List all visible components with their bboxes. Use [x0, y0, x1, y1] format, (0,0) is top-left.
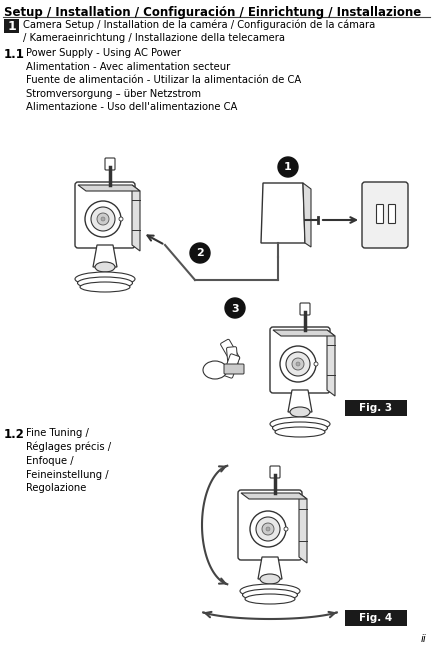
Polygon shape — [273, 330, 335, 336]
Circle shape — [262, 523, 274, 535]
FancyBboxPatch shape — [388, 205, 395, 224]
Ellipse shape — [275, 427, 325, 437]
Text: 1: 1 — [7, 20, 16, 32]
FancyBboxPatch shape — [105, 158, 115, 170]
Text: 1.2: 1.2 — [4, 428, 25, 441]
Ellipse shape — [272, 422, 327, 434]
FancyBboxPatch shape — [224, 364, 244, 374]
Circle shape — [280, 346, 316, 382]
Polygon shape — [303, 183, 311, 247]
FancyBboxPatch shape — [270, 466, 280, 478]
FancyBboxPatch shape — [226, 346, 238, 370]
Circle shape — [296, 362, 300, 366]
FancyBboxPatch shape — [362, 182, 408, 248]
Text: Camera Setup / Installation de la caméra / Configuración de la cámara
/ Kameraei: Camera Setup / Installation de la caméra… — [23, 19, 375, 43]
Circle shape — [101, 217, 105, 221]
Ellipse shape — [75, 272, 135, 286]
Text: 1: 1 — [284, 162, 292, 172]
Ellipse shape — [80, 282, 130, 292]
Ellipse shape — [78, 277, 132, 289]
Text: Setup / Installation / Configuración / Einrichtung / Installazione: Setup / Installation / Configuración / E… — [4, 6, 421, 19]
Polygon shape — [93, 245, 117, 267]
Polygon shape — [258, 557, 282, 579]
Circle shape — [119, 217, 123, 221]
FancyBboxPatch shape — [377, 205, 384, 224]
Polygon shape — [299, 493, 307, 563]
Ellipse shape — [290, 407, 310, 417]
Circle shape — [250, 511, 286, 547]
Polygon shape — [78, 185, 140, 191]
FancyBboxPatch shape — [75, 182, 135, 248]
Ellipse shape — [245, 594, 295, 604]
FancyBboxPatch shape — [4, 19, 19, 33]
Text: 1.1: 1.1 — [4, 48, 25, 61]
Circle shape — [266, 527, 270, 531]
FancyBboxPatch shape — [223, 354, 240, 378]
Circle shape — [190, 243, 210, 263]
FancyBboxPatch shape — [220, 339, 240, 363]
FancyBboxPatch shape — [345, 400, 407, 416]
Text: 3: 3 — [231, 304, 239, 313]
Circle shape — [284, 527, 288, 531]
FancyBboxPatch shape — [345, 610, 407, 626]
Text: Fig. 4: Fig. 4 — [359, 613, 393, 623]
Circle shape — [225, 298, 245, 318]
Circle shape — [256, 517, 280, 541]
Circle shape — [91, 207, 115, 231]
Ellipse shape — [270, 417, 330, 431]
Text: 2: 2 — [196, 248, 204, 259]
Ellipse shape — [240, 584, 300, 598]
Polygon shape — [132, 185, 140, 251]
Ellipse shape — [242, 589, 297, 601]
Polygon shape — [261, 183, 305, 243]
FancyBboxPatch shape — [270, 327, 330, 393]
Text: Fig. 3: Fig. 3 — [359, 403, 393, 413]
Circle shape — [278, 157, 298, 177]
Text: ii: ii — [420, 634, 426, 644]
Ellipse shape — [95, 262, 115, 272]
FancyBboxPatch shape — [300, 303, 310, 315]
Circle shape — [286, 352, 310, 376]
Circle shape — [314, 362, 318, 366]
Polygon shape — [241, 493, 307, 499]
Text: Fine Tuning /
Réglages précis /
Enfoque /
Feineinstellung /
Regolazione: Fine Tuning / Réglages précis / Enfoque … — [26, 428, 111, 493]
Circle shape — [85, 201, 121, 237]
Ellipse shape — [260, 574, 280, 584]
Circle shape — [292, 358, 304, 370]
Polygon shape — [288, 390, 312, 412]
Ellipse shape — [203, 361, 227, 379]
Polygon shape — [327, 330, 335, 396]
Text: Power Supply - Using AC Power
Alimentation - Avec alimentation secteur
Fuente de: Power Supply - Using AC Power Alimentati… — [26, 48, 301, 112]
Circle shape — [97, 213, 109, 225]
FancyBboxPatch shape — [238, 490, 302, 560]
